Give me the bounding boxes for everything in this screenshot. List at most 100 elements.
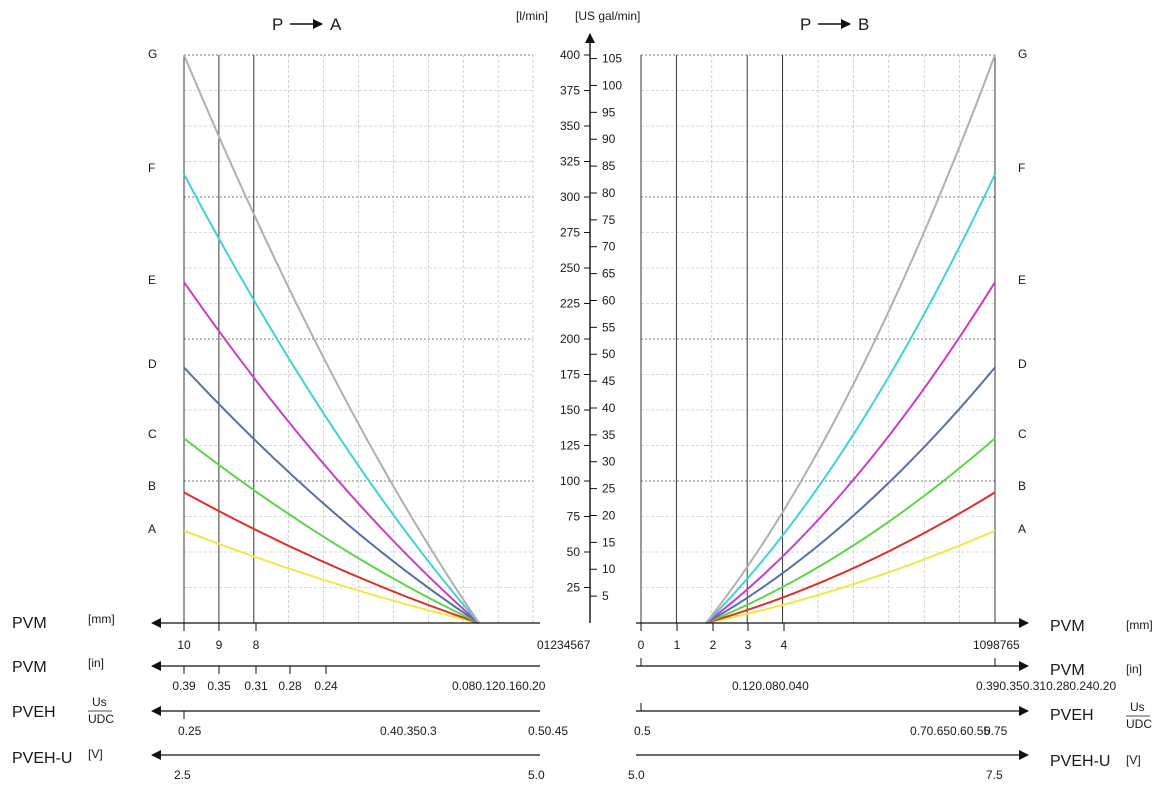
y-tick-label-gal: 90 bbox=[602, 132, 616, 146]
bottom-axis-name-right: PVM bbox=[1050, 662, 1085, 679]
bottom-axis-name-left: PVEH bbox=[12, 704, 56, 721]
bottom-axis-unit-left: [mm] bbox=[88, 612, 115, 626]
bottom-axes: PVM PVM [mm] [mm] 10 9 8 01234567 0 1 2 3 4 1098765 PV… bbox=[12, 612, 1153, 782]
tick-label-mm-left-end: 01234567 bbox=[537, 638, 591, 652]
curve-letter-right-F: F bbox=[1018, 161, 1025, 175]
tick-label-mm-left: 8 bbox=[253, 638, 260, 652]
y-tick-label-lpm: 150 bbox=[560, 403, 580, 417]
tick-label-v-left-start: 2.5 bbox=[174, 768, 191, 782]
tick-label-v-right-start: 5.0 bbox=[628, 768, 645, 782]
bottom-axis-name-right: PVEH bbox=[1050, 707, 1094, 724]
bottom-axis-unit-right: [V] bbox=[1126, 753, 1141, 767]
tick-label-in-right-mid: 0.120.080.040 bbox=[732, 679, 809, 693]
y-tick-label-lpm: 50 bbox=[567, 545, 581, 559]
y-tick-label-gal: 50 bbox=[602, 347, 616, 361]
curve-left-C bbox=[183, 437, 480, 624]
y-tick-label-gal: 25 bbox=[602, 482, 616, 496]
tick-label-mm-right: 0 bbox=[638, 638, 645, 652]
tick-label-in-left: 0.28 bbox=[278, 679, 302, 693]
curve-left-E bbox=[183, 281, 480, 624]
curve-left-A bbox=[183, 529, 480, 624]
tick-label-mm-right: 1 bbox=[674, 638, 681, 652]
bottom-axis-unit-den-right: UDC bbox=[1126, 717, 1152, 731]
curve-letter-left-B: B bbox=[148, 479, 156, 493]
bottom-axis-unit-num-left: Us bbox=[92, 695, 107, 709]
curve-letter-right-B: B bbox=[1018, 479, 1026, 493]
curve-letters: A A B B C C D D E E F F G G bbox=[148, 47, 1027, 536]
y-tick-label-lpm: 75 bbox=[567, 510, 581, 524]
curve-right-B bbox=[705, 491, 996, 624]
y-tick-label-gal: 100 bbox=[602, 78, 622, 92]
curve-letter-left-C: C bbox=[148, 427, 157, 441]
tick-label-mm-right: 4 bbox=[781, 638, 788, 652]
bottom-axis-name-right: PVEH-U bbox=[1050, 753, 1110, 770]
y-tick-label-gal: 85 bbox=[602, 159, 616, 173]
curve-letter-right-C: C bbox=[1018, 427, 1027, 441]
y-tick-label-gal: 35 bbox=[602, 428, 616, 442]
curve-letter-left-A: A bbox=[148, 522, 156, 536]
tick-label-in-left: 0.35 bbox=[207, 679, 231, 693]
y-tick-label-gal: 20 bbox=[602, 508, 616, 522]
y-tick-label-gal: 65 bbox=[602, 267, 616, 281]
tick-label-v-right-end: 7.5 bbox=[986, 768, 1003, 782]
tick-label-pveh-left-start: 0.25 bbox=[178, 724, 202, 738]
tick-label-pveh-right-start: 0.5 bbox=[634, 724, 651, 738]
y-tick-label-lpm: 100 bbox=[560, 474, 580, 488]
tick-label-pveh-right-end: 0.75 bbox=[984, 724, 1008, 738]
bottom-axis-name-left: PVM bbox=[12, 659, 47, 676]
right-title-target: B bbox=[858, 15, 869, 34]
unit-gal: [US gal/min] bbox=[575, 9, 640, 23]
tick-label-pveh-right-mid: 0.70.650.60.55 bbox=[910, 724, 990, 738]
y-tick-label-gal: 45 bbox=[602, 374, 616, 388]
right-title: P bbox=[800, 15, 811, 34]
curve-right-A bbox=[705, 529, 996, 624]
y-tick-label-lpm: 350 bbox=[560, 119, 580, 133]
curve-right-D bbox=[705, 366, 996, 624]
y-tick-label-gal: 60 bbox=[602, 293, 616, 307]
y-tick-label-lpm: 325 bbox=[560, 155, 580, 169]
y-tick-label-lpm: 275 bbox=[560, 226, 580, 240]
bottom-axis-unit-num-right: Us bbox=[1130, 700, 1145, 714]
tick-label-pveh-left-mid: 0.40.350.3 bbox=[380, 724, 437, 738]
bottom-axis-unit-den-left: UDC bbox=[88, 712, 114, 726]
tick-label-in-right-end: 0.390.350.310.280.240.20 bbox=[976, 679, 1116, 693]
y-tick-label-lpm: 400 bbox=[560, 48, 580, 62]
y-tick-label-gal: 55 bbox=[602, 320, 616, 334]
tick-label-mm-right: 3 bbox=[745, 638, 752, 652]
y-tick-label-gal: 80 bbox=[602, 186, 616, 200]
y-tick-label-gal: 70 bbox=[602, 240, 616, 254]
tick-label-in-left: 0.24 bbox=[314, 679, 338, 693]
tick-label-v-left-end: 5.0 bbox=[528, 768, 545, 782]
bottom-axis-name-left: PVM bbox=[12, 615, 47, 632]
y-tick-label-gal: 5 bbox=[602, 589, 609, 603]
center-axis: 25 50 75 100 125 150 175 200 225 250 275 300 325 350 3… bbox=[560, 33, 622, 623]
curve-letter-right-D: D bbox=[1018, 357, 1027, 371]
y-tick-label-lpm: 25 bbox=[567, 581, 581, 595]
curve-letter-left-F: F bbox=[148, 161, 155, 175]
curve-letter-right-A: A bbox=[1018, 522, 1026, 536]
bottom-axis-name-right: PVM bbox=[1050, 618, 1085, 635]
y-tick-label-lpm: 225 bbox=[560, 297, 580, 311]
tick-label-mm-right-end: 1098765 bbox=[973, 638, 1020, 652]
curve-right-E bbox=[705, 281, 996, 624]
curve-letter-right-G: G bbox=[1018, 47, 1027, 61]
curve-letter-right-E: E bbox=[1018, 273, 1026, 287]
tick-label-pveh-left-end: 0.50.45 bbox=[528, 724, 568, 738]
bottom-axis-unit-right: [mm] bbox=[1126, 618, 1153, 632]
tick-label-mm-right: 2 bbox=[710, 638, 717, 652]
y-tick-label-lpm: 250 bbox=[560, 261, 580, 275]
bottom-axis-unit-right: [in] bbox=[1126, 662, 1142, 676]
bottom-axis-unit-left: [V] bbox=[88, 747, 103, 761]
tick-label-mm-left: 10 bbox=[177, 638, 191, 652]
curve-letter-left-G: G bbox=[148, 47, 157, 61]
bottom-axis-name-left: PVEH-U bbox=[12, 750, 72, 767]
tick-label-in-left: 0.39 bbox=[172, 679, 196, 693]
y-tick-label-gal: 105 bbox=[602, 52, 622, 66]
right-grid bbox=[640, 54, 996, 624]
left-grid bbox=[183, 54, 534, 624]
bottom-axis-unit-left: [in] bbox=[88, 656, 104, 670]
y-tick-label-gal: 40 bbox=[602, 401, 616, 415]
right-curves bbox=[705, 54, 996, 624]
curve-right-F bbox=[705, 173, 996, 624]
